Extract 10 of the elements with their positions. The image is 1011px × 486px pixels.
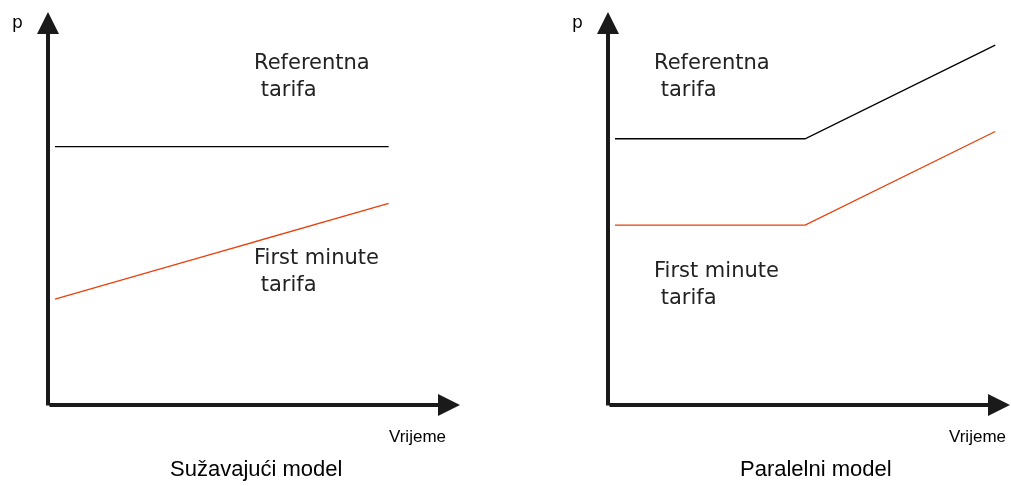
text: Referentna tarifa: [254, 50, 370, 102]
y-axis-title: p: [12, 12, 23, 32]
x-axis-title: Vrijeme: [949, 427, 1006, 446]
x-axis-title: Vrijeme: [389, 427, 446, 446]
series-label: First minute tarifa: [254, 245, 379, 297]
text: Sužavajući model: [170, 456, 343, 481]
series-label: Referentna tarifa: [654, 50, 770, 102]
text: Paralelni model: [740, 456, 892, 481]
y-axis-title: p: [572, 12, 583, 32]
series-label: First minute tarifa: [654, 258, 779, 310]
